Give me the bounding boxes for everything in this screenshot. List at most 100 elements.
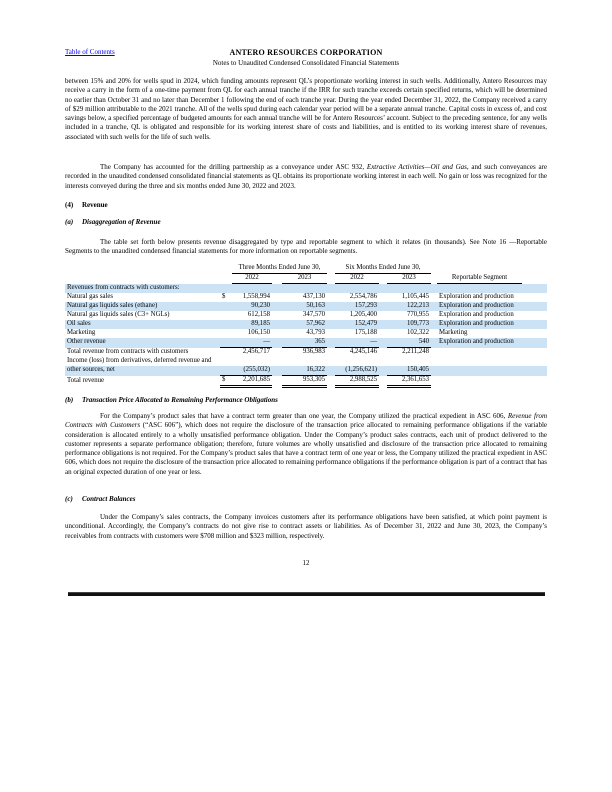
segment-label: Exploration and production [439, 293, 514, 301]
dollar-sign: $ [220, 375, 232, 388]
header-six-months: Six Months Ended June 30, [335, 264, 432, 274]
table-of-contents-row: Table of Contents [65, 41, 547, 59]
value-6mo-2022: 152,479 [335, 320, 380, 329]
section-b-title: Transaction Price Allocated to Remaining… [82, 396, 278, 404]
row-label: Marketing [67, 329, 96, 337]
page-number: 12 [302, 559, 310, 567]
value-3mo-2023: 16,322 [282, 366, 328, 376]
header-three-months: Three Months Ended June 30, [232, 264, 328, 274]
paragraph-conveyance-italic: Extractive Activities—Oil and Gas [366, 163, 467, 171]
value-3mo-2022: 90,230 [232, 302, 272, 311]
paragraph-table-intro: The table set forth below presents reven… [65, 238, 547, 256]
paragraph-b-italic: Revenue from Contracts with Customers [65, 412, 547, 430]
value-3mo-2023: 437,130 [302, 293, 326, 301]
row-label: Income (loss) from derivatives, deferred… [67, 357, 212, 365]
value-3mo-2023: 57,962 [282, 320, 328, 329]
section-b-heading: (b) Transaction Price Allocated to Remain… [65, 396, 547, 404]
table-of-contents-link[interactable]: Table of Contents [65, 48, 115, 56]
table-row: Revenues from contracts with customers: [65, 283, 548, 293]
value-6mo-2023: 1,105,445 [401, 293, 430, 301]
value-3mo-2022: — [232, 338, 272, 348]
table-row: Marketing 106,150 43,793 175,188 102,322… [65, 329, 547, 338]
value-6mo-2023: 109,773 [387, 320, 432, 329]
section-a-number: (a) [65, 218, 74, 226]
paragraph-performance-obligations: For the Company’s product sales that hav… [65, 412, 547, 477]
header-reportable-segment: Reportable Segment [437, 273, 523, 284]
paragraph-conveyance-post: , and such conveyances are recorded in t… [65, 163, 547, 190]
header-year-2023-3mo: 2023 [282, 273, 328, 284]
dollar-sign: $ [222, 293, 226, 301]
value-6mo-2023: 122,213 [387, 302, 432, 311]
paragraph-contract-balances: Under the Company’s sales contracts, the… [65, 513, 547, 540]
section-c-title: Contract Balances [82, 495, 136, 503]
segment-label: Exploration and production [437, 338, 523, 348]
section-4-heading: (4) Revenue [65, 201, 547, 209]
row-label: Other revenue [65, 338, 220, 348]
value-6mo-2022: 1,205,400 [349, 311, 378, 319]
value-3mo-2022: 1,558,994 [242, 293, 270, 301]
section-c-heading: (c) Contract Balances [65, 495, 547, 503]
value-6mo-2022: 157,293 [335, 302, 380, 311]
row-label: Natural gas liquids sales (ethane) [65, 302, 220, 311]
value-3mo-2023: 43,793 [306, 329, 326, 337]
section-4-title: Revenue [82, 201, 108, 209]
row-label: Natural gas liquids sales (C3+ NGLs) [67, 311, 170, 319]
table-row: other sources, net (255,032) 16,322 (1,2… [65, 366, 548, 376]
value-6mo-2022: 2,988,525 [335, 375, 380, 388]
value-3mo-2022: 612,158 [247, 311, 270, 319]
value-3mo-2022: 2,456,717 [242, 348, 270, 356]
table-row: Other revenue — 365 — 540 Exploration an… [65, 338, 548, 348]
paragraph-b-pre: For the Company’s product sales that hav… [100, 412, 508, 420]
table-row: Total revenue $ 2,201,685 953,305 2,988,… [65, 375, 547, 388]
value-6mo-2023: 2,211,248 [402, 348, 430, 356]
row-label: Natural gas sales [67, 293, 114, 301]
company-title: ANTERO RESOURCES CORPORATION [229, 48, 383, 57]
table-header-year-row: 2022 2023 2022 2023 Reportable Segment [65, 273, 547, 284]
paragraph-conveyance: The Company has accounted for the drilli… [65, 163, 547, 191]
row-label: other sources, net [65, 366, 220, 376]
section-a-title: Disaggregation of Revenue [82, 218, 161, 226]
section-c-number: (c) [65, 495, 73, 503]
row-label: Total revenue [67, 376, 105, 384]
value-3mo-2023: 347,570 [302, 311, 326, 319]
table-row: Natural gas sales $ 1,558,994 437,130 2,… [65, 293, 547, 302]
table-row: Total revenue from contracts with custom… [65, 348, 547, 358]
paragraph-conveyance-pre: The Company has accounted for the drilli… [100, 163, 367, 171]
paragraph-drilling-partnership: between 15% and 20% for wells spud in 20… [65, 77, 547, 141]
segment-label: Exploration and production [437, 320, 523, 329]
segment-label: Exploration and production [439, 311, 514, 319]
value-3mo-2023: 953,305 [282, 375, 328, 388]
header-year-2022-3mo: 2022 [232, 273, 272, 284]
section-a-heading: (a) Disaggregation of Revenue [65, 218, 547, 226]
revenue-table-container: Three Months Ended June 30, Six Months E… [65, 264, 548, 388]
row-label: Oil sales [65, 320, 220, 329]
table-header-group-row: Three Months Ended June 30, Six Months E… [65, 264, 547, 274]
value-6mo-2022: (1,256,621) [335, 366, 380, 376]
document-subtitle: Notes to Unaudited Condensed Consolidate… [212, 59, 400, 67]
separator-bar [68, 592, 545, 596]
value-3mo-2023: 936,983 [302, 348, 326, 356]
value-3mo-2022: 89,185 [232, 320, 272, 329]
value-3mo-2023: 365 [282, 338, 328, 348]
table-row: Income (loss) from derivatives, deferred… [65, 357, 547, 366]
section-4-number: (4) [65, 201, 74, 209]
value-6mo-2023: 150,405 [387, 366, 432, 376]
header-year-2022-6mo: 2022 [335, 273, 380, 284]
value-6mo-2023: 2,361,653 [387, 375, 432, 388]
value-3mo-2022: 106,150 [247, 329, 270, 337]
value-6mo-2022: 175,188 [354, 329, 378, 337]
value-6mo-2022: 2,554,786 [349, 293, 378, 301]
table-row: Oil sales 89,185 57,962 152,479 109,773 … [65, 320, 548, 329]
table-row: Natural gas liquids sales (ethane) 90,23… [65, 302, 548, 311]
value-6mo-2022: 4,245,146 [349, 348, 378, 356]
table-row: Natural gas liquids sales (C3+ NGLs) 612… [65, 311, 547, 320]
value-3mo-2023: 50,163 [282, 302, 328, 311]
paragraph-b-post: (“ASC 606”), which does not require the … [65, 421, 547, 476]
revenue-disaggregation-table: Three Months Ended June 30, Six Months E… [65, 264, 548, 388]
value-6mo-2022: — [335, 338, 380, 348]
section-b-number: (b) [65, 396, 74, 404]
value-3mo-2022: (255,032) [232, 366, 272, 376]
segment-label: Exploration and production [437, 302, 523, 311]
row-label: Total revenue from contracts with custom… [67, 347, 189, 355]
